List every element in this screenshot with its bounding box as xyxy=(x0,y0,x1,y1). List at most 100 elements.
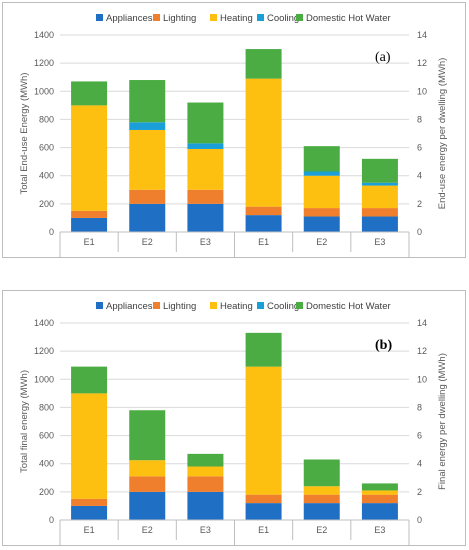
bar-segment xyxy=(71,505,108,520)
y-tick-label: 0 xyxy=(49,227,54,237)
legend-swatch xyxy=(96,14,103,21)
bar-segment xyxy=(129,410,166,461)
bar-segment xyxy=(245,215,282,232)
y-tick-label: 800 xyxy=(39,402,54,412)
legend-label: Cooling xyxy=(267,13,299,24)
legend-label: Domestic Hot Water xyxy=(306,13,391,24)
y-tick-label: 200 xyxy=(39,487,54,497)
y2-tick-label: 0 xyxy=(417,515,422,525)
x-tick-label: E2 xyxy=(142,525,153,535)
y-tick-label: 1200 xyxy=(34,346,54,356)
y-tick-label: 1400 xyxy=(34,30,54,40)
y-tick-label: 1000 xyxy=(34,86,54,96)
legend-label: Domestic Hot Water xyxy=(306,301,391,312)
bar-segment xyxy=(303,503,340,520)
legend-label: Lighting xyxy=(163,301,196,312)
y-tick-label: 0 xyxy=(49,515,54,525)
legend-item: Heating xyxy=(210,13,253,24)
legend-swatch xyxy=(296,302,303,309)
bar-segment xyxy=(361,494,398,504)
x-tick-label: E3 xyxy=(374,237,385,247)
y2-tick-label: 10 xyxy=(417,86,427,96)
bar-segment xyxy=(71,81,108,106)
bar-segment xyxy=(361,490,398,495)
bar-segment xyxy=(187,148,224,190)
bar-segment xyxy=(303,175,340,209)
legend-label: Lighting xyxy=(163,13,196,24)
x-tick-label: E2 xyxy=(142,237,153,247)
x-tick-label: E3 xyxy=(200,237,211,247)
bar-segment xyxy=(303,171,340,176)
y2-tick-label: 12 xyxy=(417,346,427,356)
y2-tick-label: 4 xyxy=(417,459,422,469)
y2-tick-label: 14 xyxy=(417,30,427,40)
y2-tick-label: 14 xyxy=(417,318,427,328)
bar-segment xyxy=(303,494,340,504)
x-tick-label: E3 xyxy=(200,525,211,535)
bar-segment xyxy=(187,476,224,492)
y2-tick-label: 8 xyxy=(417,402,422,412)
gridlines xyxy=(60,34,409,233)
bar-segment xyxy=(245,366,282,495)
bar-segment xyxy=(129,203,166,232)
y-tick-label: 600 xyxy=(39,431,54,441)
legend-item: Cooling xyxy=(257,13,299,24)
bar-segment xyxy=(303,459,340,487)
gridlines xyxy=(60,322,409,521)
bar-segment xyxy=(245,49,282,79)
y-tick-label: 200 xyxy=(39,199,54,209)
bar-segment xyxy=(303,216,340,232)
bar-segment xyxy=(361,208,398,217)
bar-segment xyxy=(303,146,340,172)
bar-segment xyxy=(187,189,224,204)
bar-segment xyxy=(129,476,166,492)
bar-segment xyxy=(245,494,282,504)
x-tick-label: E2 xyxy=(316,237,327,247)
y-tick-label: 400 xyxy=(39,459,54,469)
bar-segment xyxy=(303,486,340,495)
y2-tick-label: 2 xyxy=(417,487,422,497)
bar-segment xyxy=(71,217,108,232)
bar-segment xyxy=(245,206,282,216)
x-tick-label: E1 xyxy=(258,237,269,247)
x-tick-label: E3 xyxy=(374,525,385,535)
legend-item: Lighting xyxy=(153,13,196,24)
bar-segment xyxy=(187,143,224,149)
y2-tick-label: 8 xyxy=(417,114,422,124)
y2-tick-label: 12 xyxy=(417,58,427,68)
bar-segment xyxy=(129,80,166,123)
bar-segment xyxy=(245,503,282,520)
bars xyxy=(71,49,398,232)
legend-item: Cooling xyxy=(257,301,299,312)
legend-label: Cooling xyxy=(267,301,299,312)
bars xyxy=(71,332,398,520)
legend-swatch xyxy=(153,302,160,309)
x-tick-label: E1 xyxy=(84,237,95,247)
legend-label: Appliances xyxy=(106,13,153,24)
bar-segment xyxy=(361,216,398,232)
y2-tick-label: 10 xyxy=(417,374,427,384)
legend-swatch xyxy=(210,302,217,309)
bar-segment xyxy=(129,460,166,477)
x-tick-label: E2 xyxy=(316,525,327,535)
bar-segment xyxy=(361,483,398,491)
chart-a-svg: Appliances Lighting Heating Cooling Domestic… xyxy=(19,13,448,257)
y2-tick-label: 0 xyxy=(417,227,422,237)
legend-item: Domestic Hot Water xyxy=(296,301,391,312)
x-tick-label: E1 xyxy=(258,525,269,535)
chart-b-svg: Appliances Lighting Heating Cooling Domestic… xyxy=(19,301,448,545)
bar-segment xyxy=(129,491,166,520)
legend-swatch xyxy=(257,14,264,21)
bar-segment xyxy=(361,158,398,183)
y2-tick-label: 4 xyxy=(417,171,422,181)
bar-segment xyxy=(187,102,224,144)
bar-segment xyxy=(129,129,166,190)
y-tick-label: 1000 xyxy=(34,374,54,384)
y2-axis-title: Final energy per dwelling (MWh) xyxy=(437,353,448,490)
bar-segment xyxy=(361,185,398,209)
bar-segment xyxy=(187,466,224,477)
legend-label: Heating xyxy=(220,13,253,24)
bar-segment xyxy=(245,78,282,207)
y-tick-label: 800 xyxy=(39,114,54,124)
legend: Appliances Lighting Heating Cooling Domestic… xyxy=(96,301,391,312)
